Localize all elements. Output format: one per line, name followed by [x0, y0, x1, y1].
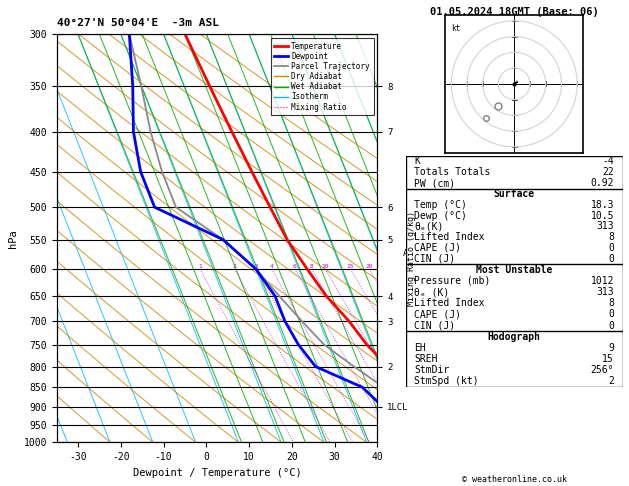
Text: 18.3: 18.3 [591, 200, 614, 210]
Text: CIN (J): CIN (J) [415, 321, 455, 330]
Text: Mixing Ratio (g/kg): Mixing Ratio (g/kg) [408, 211, 416, 306]
Text: Lifted Index: Lifted Index [415, 232, 485, 242]
Text: 0.92: 0.92 [591, 178, 614, 188]
X-axis label: Dewpoint / Temperature (°C): Dewpoint / Temperature (°C) [133, 468, 301, 478]
Text: 6: 6 [293, 264, 297, 269]
Text: 1: 1 [198, 264, 202, 269]
Text: 2: 2 [233, 264, 237, 269]
Text: kt: kt [451, 24, 460, 33]
Text: 01.05.2024 18GMT (Base: 06): 01.05.2024 18GMT (Base: 06) [430, 7, 599, 17]
Text: 8: 8 [608, 232, 614, 242]
Text: 10.5: 10.5 [591, 211, 614, 221]
Text: 0: 0 [608, 254, 614, 264]
Text: CAPE (J): CAPE (J) [415, 243, 462, 253]
Text: 4: 4 [270, 264, 274, 269]
Text: 313: 313 [596, 222, 614, 231]
Text: Temp (°C): Temp (°C) [415, 200, 467, 210]
Text: EH: EH [415, 343, 426, 353]
Text: 2: 2 [608, 377, 614, 386]
Y-axis label: km
ASL: km ASL [403, 238, 420, 258]
Text: Dewp (°C): Dewp (°C) [415, 211, 467, 221]
Text: 10: 10 [321, 264, 329, 269]
Text: Totals Totals: Totals Totals [415, 167, 491, 177]
Text: Pressure (mb): Pressure (mb) [415, 276, 491, 286]
Text: 40°27'N 50°04'E  -3m ASL: 40°27'N 50°04'E -3m ASL [57, 18, 219, 28]
Text: 0: 0 [608, 243, 614, 253]
Text: 15: 15 [347, 264, 354, 269]
Legend: Temperature, Dewpoint, Parcel Trajectory, Dry Adiabat, Wet Adiabat, Isotherm, Mi: Temperature, Dewpoint, Parcel Trajectory… [270, 38, 374, 115]
Text: 15: 15 [603, 354, 614, 364]
Text: 8: 8 [310, 264, 314, 269]
Text: 0: 0 [608, 321, 614, 330]
Text: Hodograph: Hodograph [487, 332, 541, 342]
Text: θₑ(K): θₑ(K) [415, 222, 444, 231]
Text: PW (cm): PW (cm) [415, 178, 455, 188]
Text: SREH: SREH [415, 354, 438, 364]
Text: 22: 22 [603, 167, 614, 177]
Text: 313: 313 [596, 287, 614, 297]
Text: 8: 8 [608, 298, 614, 308]
Text: StmDir: StmDir [415, 365, 450, 375]
Y-axis label: hPa: hPa [8, 229, 18, 247]
Text: StmSpd (kt): StmSpd (kt) [415, 377, 479, 386]
Text: CAPE (J): CAPE (J) [415, 310, 462, 319]
Text: © weatheronline.co.uk: © weatheronline.co.uk [462, 474, 567, 484]
Text: 3: 3 [254, 264, 258, 269]
Text: Most Unstable: Most Unstable [476, 265, 552, 275]
Text: 9: 9 [608, 343, 614, 353]
Text: CIN (J): CIN (J) [415, 254, 455, 264]
Text: Lifted Index: Lifted Index [415, 298, 485, 308]
Text: 1012: 1012 [591, 276, 614, 286]
Text: K: K [415, 156, 420, 166]
Text: -4: -4 [603, 156, 614, 166]
Text: θₑ (K): θₑ (K) [415, 287, 450, 297]
Text: 0: 0 [608, 310, 614, 319]
Text: 256°: 256° [591, 365, 614, 375]
Text: 20: 20 [365, 264, 373, 269]
Text: Surface: Surface [494, 189, 535, 199]
